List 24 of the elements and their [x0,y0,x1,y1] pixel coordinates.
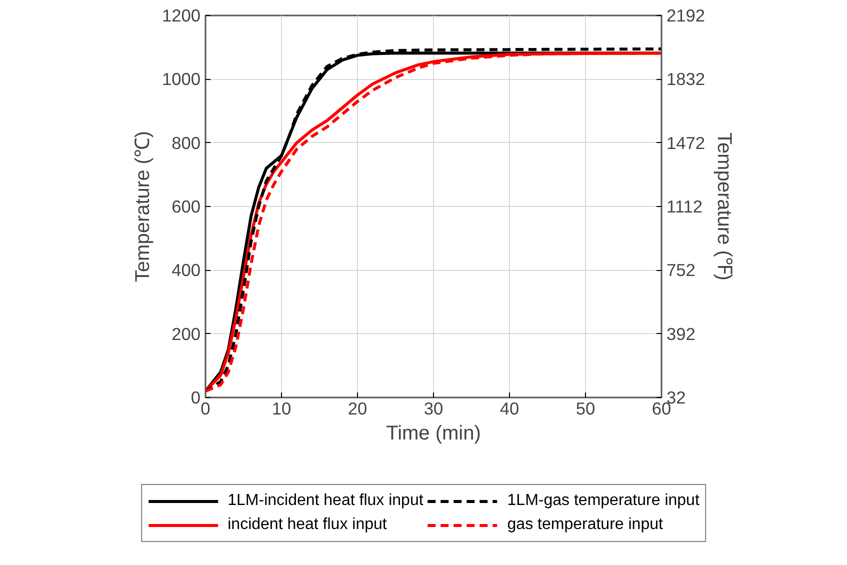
x-tick-label: 50 [576,398,596,418]
legend-label: gas temperature input [507,516,663,534]
y2-tick-label: 752 [666,260,696,280]
y-tick-label: 400 [172,260,201,280]
y2-tick-label: 2192 [666,6,706,26]
y-axis-title: Temperature (℃) [132,130,154,282]
y-tick-label: 1000 [162,69,201,90]
x-tick-label: 30 [424,398,444,418]
y2-tick-label: 1112 [666,196,702,216]
y2-tick-label: 392 [666,324,696,344]
x-tick-label: 40 [500,398,520,418]
y-tick-label: 1200 [162,6,201,26]
x-tick-label: 20 [348,398,368,418]
y-tick-label: 800 [172,132,201,153]
legend-label: 1LM-gas temperature input [507,492,700,510]
legend-label: incident heat flux input [228,516,387,534]
y2-axis-title: Temperature (℉) [713,132,736,281]
y-tick-label: 600 [172,196,201,216]
x-axis-title: Time (min) [386,422,481,444]
y2-tick-label: 1832 [666,69,706,90]
y2-tick-label: 1472 [666,132,706,153]
legend-label: 1LM-incident heat flux input [228,492,424,510]
y-tick-label: 200 [172,324,201,344]
x-tick-label: 10 [272,398,292,418]
